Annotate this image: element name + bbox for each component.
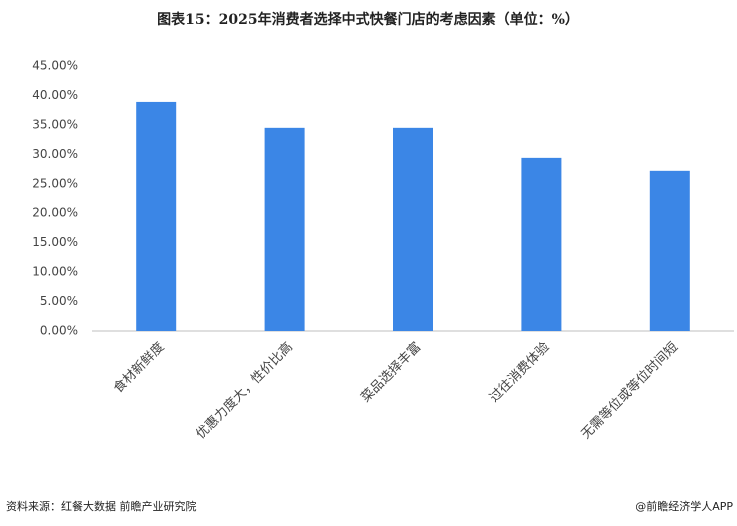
y-tick-label: 5.00% [40, 294, 78, 308]
y-tick-label: 25.00% [32, 176, 78, 190]
bar [393, 127, 433, 331]
credit: @前瞻经济学人APP [635, 499, 733, 513]
x-tick-label: 过往消费体验 [486, 339, 552, 405]
bar [521, 157, 562, 331]
y-tick-label: 40.00% [32, 88, 78, 102]
y-tick-label: 45.00% [32, 59, 78, 73]
x-tick-label: 无需等位或等位时间短 [578, 339, 681, 442]
x-tick-label: 优惠力度大，性价比高 [193, 339, 296, 442]
y-tick-label: 30.00% [32, 147, 78, 161]
bar [649, 170, 690, 331]
source: 资料来源：红餐大数据 前瞻产业研究院 [6, 499, 197, 513]
y-tick-label: 15.00% [32, 235, 78, 249]
y-tick-label: 35.00% [32, 117, 78, 131]
y-tick-label: 20.00% [32, 206, 78, 220]
y-tick-label: 10.00% [32, 265, 78, 279]
y-tick-label: 0.00% [40, 324, 78, 338]
x-tick-label: 菜品选择丰富 [358, 339, 424, 405]
bar [136, 101, 177, 331]
chart-title: 图表15：2025年消费者选择中式快餐门店的考虑因素（单位：%） [157, 11, 579, 28]
bar [264, 127, 305, 331]
x-tick-label: 食材新鲜度 [110, 339, 167, 396]
